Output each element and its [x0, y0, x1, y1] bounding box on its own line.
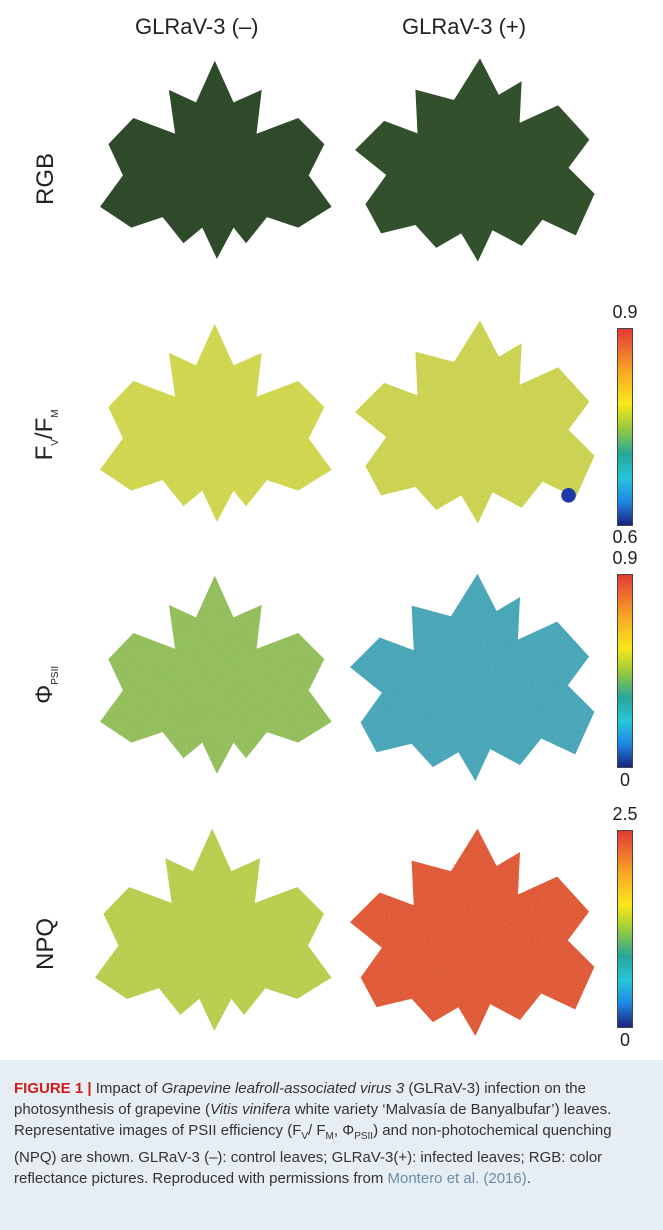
reference-link[interactable]: Montero et al. (2016)	[387, 1170, 527, 1187]
leaf-rgb-infected	[355, 58, 595, 262]
colorbar-phi-max: 0.9	[612, 548, 638, 568]
colorbar-npq-max: 2.5	[612, 804, 638, 824]
leaf-fvfm-infected	[355, 320, 595, 524]
colorbar-fvfm-max: 0.9	[612, 302, 638, 322]
figure-caption: FIGURE 1 | Impact of Grapevine leafroll-…	[14, 1080, 612, 1187]
colorbar-npq-min: 0	[619, 1030, 630, 1050]
leaf-phi-psii-control	[100, 575, 332, 774]
leaf-phi-psii-infected	[350, 573, 595, 781]
row-label-fvfm: FV/FM	[31, 409, 61, 461]
leaf-rgb-control	[100, 60, 332, 259]
colorbar-fvfm	[617, 328, 633, 526]
caption-background	[0, 1060, 663, 1230]
leaf-npq-control	[95, 828, 332, 1031]
leaf-fvfm-control	[100, 323, 332, 522]
colorbar-phi-min: 0	[619, 770, 630, 790]
colorbar-npq	[617, 830, 633, 1028]
colorbar-phi	[617, 574, 633, 768]
column-title-infected: GLRaV-3 (+)	[402, 14, 527, 39]
leaf-npq-infected	[350, 828, 595, 1036]
column-title-control: GLRaV-3 (–)	[135, 14, 259, 39]
row-label-npq: NPQ	[32, 918, 59, 971]
row-label-phi-psii: ΦPSII	[31, 665, 61, 704]
row-label-rgb: RGB	[32, 153, 59, 206]
colorbar-fvfm-min: 0.6	[612, 527, 638, 547]
figure-label: FIGURE 1 |	[14, 1080, 92, 1097]
